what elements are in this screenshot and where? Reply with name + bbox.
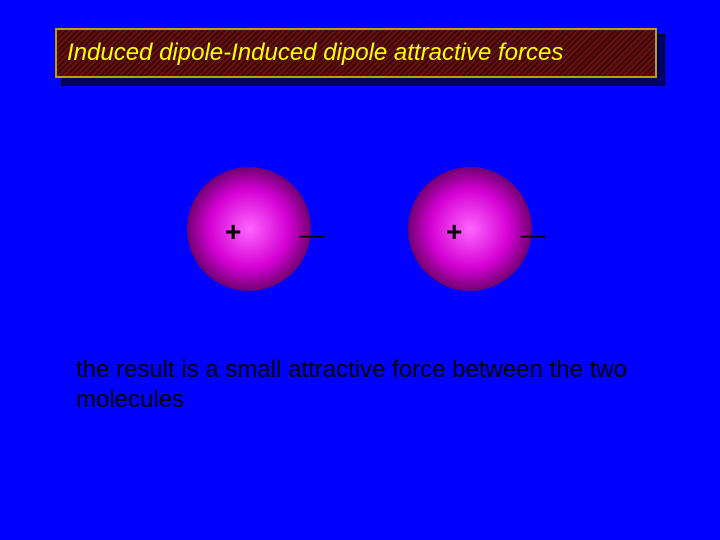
molecule-right-plus: + (446, 216, 462, 248)
slide-canvas: Induced dipole-Induced dipole attractive… (0, 0, 720, 540)
molecule-left (187, 167, 311, 291)
description-text: the result is a small attractive force b… (76, 355, 666, 415)
molecule-left-minus: _ (300, 193, 324, 243)
molecule-right (408, 167, 532, 291)
molecule-left-plus: + (225, 216, 241, 248)
title-text: Induced dipole-Induced dipole attractive… (57, 39, 563, 67)
title-box: Induced dipole-Induced dipole attractive… (55, 28, 657, 78)
molecule-right-minus: _ (521, 193, 545, 243)
